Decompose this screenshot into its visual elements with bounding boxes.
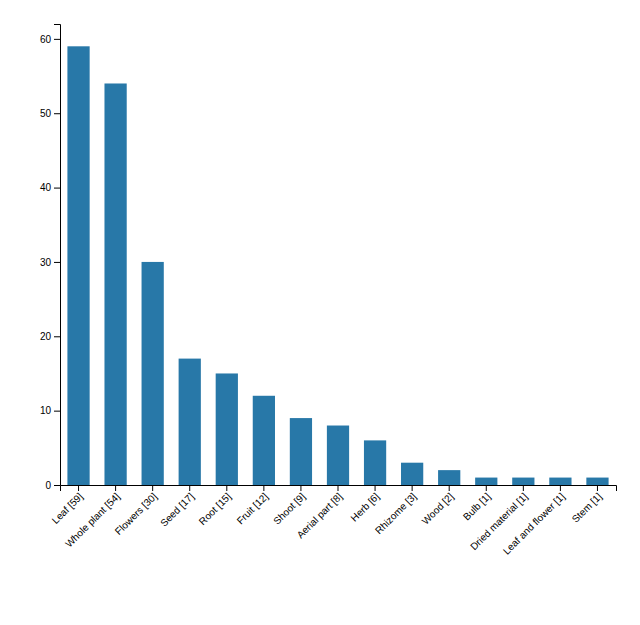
x-tick: Aerial part [8]	[295, 485, 345, 540]
y-tick: 50	[40, 108, 60, 119]
x-tick-mark	[375, 485, 376, 491]
x-tick: Root [15]	[197, 485, 234, 527]
x-tick: Herb [6]	[348, 485, 381, 524]
x-tick-label: Root [15]	[197, 491, 234, 528]
y-tick: 20	[40, 331, 60, 342]
y-tick-label: 50	[40, 108, 52, 119]
x-tick-mark	[226, 485, 227, 491]
x-tick-label: Stem [1]	[570, 491, 604, 525]
y-tick-mark	[54, 262, 60, 263]
x-tick-mark	[78, 485, 79, 491]
x-tick: Stem [1]	[570, 485, 604, 525]
x-tick: Shoot [9]	[271, 485, 307, 527]
x-tick-mark	[189, 485, 190, 491]
y-tick-label: 60	[40, 34, 52, 45]
y-tick: 10	[40, 405, 60, 416]
x-tick-mark	[300, 485, 301, 491]
plot-area: Leaf [59]Whole plant [54]Flowers [30]See…	[40, 25, 617, 557]
x-tick-label: Leaf [59]	[50, 491, 85, 526]
x-tick-label: Herb [6]	[348, 491, 381, 524]
x-tick-mark	[115, 485, 116, 491]
x-tick-mark	[263, 485, 264, 491]
y-tick-mark	[54, 485, 60, 486]
x-tick-label: Shoot [9]	[271, 491, 307, 527]
x-tick-label: Aerial part [8]	[295, 491, 345, 541]
bar	[104, 83, 126, 485]
x-tick-label: Rhizome [3]	[373, 491, 419, 537]
y-tick-mark	[54, 113, 60, 114]
x-tick-label: Whole plant [54]	[63, 491, 122, 550]
bar	[586, 478, 608, 485]
x-tick-mark	[523, 485, 524, 491]
chart-container: Leaf [59]Whole plant [54]Flowers [30]See…	[0, 0, 640, 625]
x-tick-label: Wood [2]	[420, 491, 456, 527]
bar	[401, 463, 423, 485]
bar	[216, 373, 238, 485]
x-tick-mark	[597, 485, 598, 491]
bar	[327, 426, 349, 485]
x-tick-mark	[486, 485, 487, 491]
bar	[253, 396, 275, 485]
x-tick: Rhizome [3]	[373, 485, 419, 536]
x-tick: Fruit [12]	[235, 485, 271, 526]
bar	[512, 478, 534, 485]
bars	[67, 46, 608, 485]
x-tick-label: Flowers [30]	[113, 491, 159, 537]
y-tick: 60	[40, 34, 60, 45]
x-tick: Wood [2]	[420, 485, 456, 527]
chart-svg: Leaf [59]Whole plant [54]Flowers [30]See…	[0, 0, 640, 625]
y-tick-label: 0	[45, 480, 51, 491]
x-axis-line	[61, 486, 617, 492]
y-tick: 0	[45, 480, 60, 491]
y-tick-mark	[54, 411, 60, 412]
x-tick: Whole plant [54]	[63, 485, 122, 550]
bar	[475, 478, 497, 485]
y-tick-mark	[54, 188, 60, 189]
y-tick-label: 40	[40, 182, 52, 193]
x-tick-label: Bulb [1]	[461, 491, 493, 523]
bar	[364, 440, 386, 485]
x-tick-mark	[560, 485, 561, 491]
x-tick: Seed [17]	[158, 485, 196, 529]
y-axis-line	[54, 25, 61, 486]
y-tick-label: 20	[40, 331, 52, 342]
y-tick-mark	[54, 336, 60, 337]
bar	[67, 46, 89, 485]
y-tick: 30	[40, 257, 60, 268]
y-axis: 0 10 20 30 40 50 60	[40, 25, 61, 491]
x-tick: Bulb [1]	[461, 485, 493, 522]
bar	[438, 470, 460, 485]
x-tick-mark	[152, 485, 153, 491]
x-tick-label: Seed [17]	[158, 491, 196, 529]
bar	[142, 262, 164, 485]
x-tick: Flowers [30]	[113, 485, 159, 537]
x-tick-mark	[338, 485, 339, 491]
x-axis: Leaf [59]Whole plant [54]Flowers [30]See…	[50, 485, 617, 557]
bar	[179, 359, 201, 485]
bar	[549, 478, 571, 485]
x-tick-mark	[412, 485, 413, 491]
y-tick-label: 30	[40, 257, 52, 268]
bar	[290, 418, 312, 485]
y-tick-mark	[54, 39, 60, 40]
x-tick-label: Leaf and flower [1]	[501, 491, 567, 557]
y-tick: 40	[40, 182, 60, 193]
x-tick-label: Fruit [12]	[235, 491, 271, 527]
x-tick: Leaf and flower [1]	[501, 485, 567, 557]
x-tick-mark	[449, 485, 450, 491]
x-tick: Leaf [59]	[50, 485, 85, 526]
y-tick-label: 10	[40, 405, 52, 416]
